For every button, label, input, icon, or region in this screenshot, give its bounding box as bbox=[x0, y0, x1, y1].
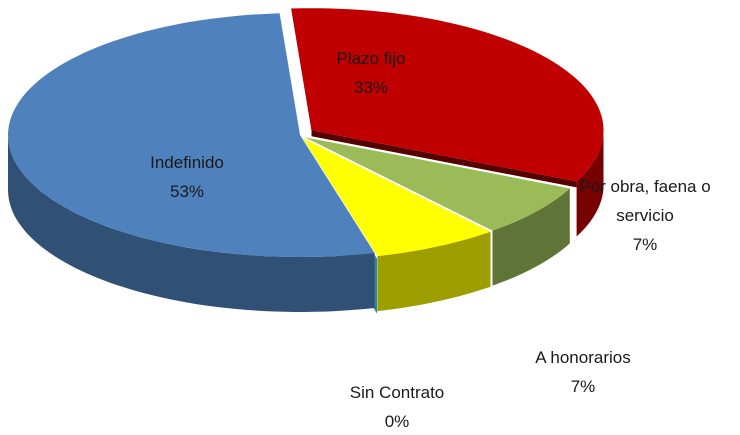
data-label: A honorarios 7% bbox=[508, 343, 658, 401]
slice bbox=[304, 137, 570, 231]
value-label: 0% bbox=[384, 412, 410, 431]
slice-side bbox=[576, 130, 604, 237]
data-label: Plazo fijo 33% bbox=[296, 44, 446, 102]
category-label: Sin Contrato bbox=[349, 383, 445, 402]
category-label: A honorarios bbox=[535, 348, 631, 367]
data-label: Indefinido 53% bbox=[112, 148, 262, 206]
value-label: 53% bbox=[169, 182, 205, 201]
slice-side bbox=[377, 231, 491, 312]
slice bbox=[302, 138, 491, 257]
slice-edge bbox=[311, 130, 577, 188]
value-label: 7% bbox=[570, 377, 596, 396]
data-label: Por obra, faena o servicio 7% bbox=[555, 172, 735, 259]
slice-side bbox=[8, 135, 375, 312]
value-label: 7% bbox=[632, 235, 658, 254]
value-label: 33% bbox=[353, 78, 389, 97]
slice bbox=[291, 8, 604, 182]
slice bbox=[8, 13, 375, 257]
data-label: Sin Contrato 0% bbox=[322, 378, 472, 435]
category-label: Indefinido bbox=[150, 153, 224, 172]
slice-side bbox=[492, 188, 570, 286]
category-label: Plazo fijo bbox=[336, 49, 406, 68]
category-label: Por obra, faena o servicio bbox=[579, 177, 711, 225]
